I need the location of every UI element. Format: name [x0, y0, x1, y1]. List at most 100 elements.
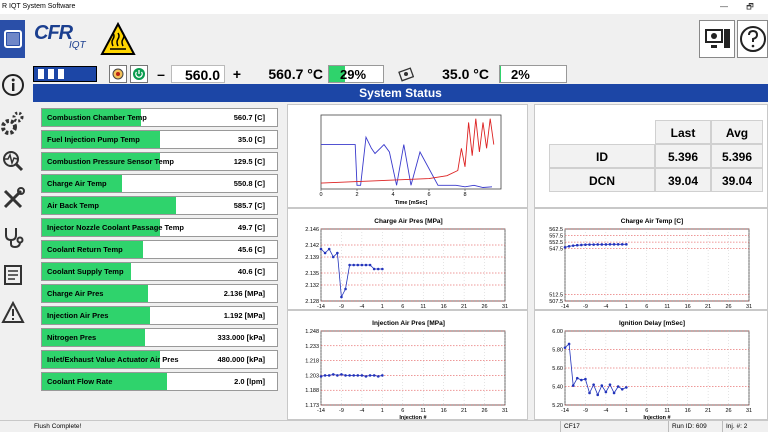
x-tick-label: 11	[420, 408, 426, 414]
x-tick-label: 8	[463, 192, 466, 198]
data-point	[567, 244, 571, 248]
data-point	[571, 384, 575, 387]
y-tick-label: 1.218	[305, 359, 319, 365]
status-fuel: CF17	[564, 423, 580, 430]
data-point	[616, 243, 620, 246]
data-point	[616, 385, 620, 388]
reading-value: 45.6 [C]	[237, 245, 265, 254]
x-tick-label: -9	[583, 304, 588, 310]
sequence-progress	[33, 66, 97, 82]
x-tick-label: 6	[401, 304, 404, 310]
reading-value: 40.6 [C]	[237, 267, 265, 276]
y-tick-label: 2.146	[305, 227, 319, 233]
y-tick-label: 547.5	[549, 247, 563, 253]
x-tick-label: 21	[705, 304, 711, 310]
id-last-value: 5.396	[655, 144, 711, 168]
data-point	[327, 247, 331, 251]
sidebar-item-tools[interactable]	[0, 180, 25, 218]
reading-row: Coolant Supply Temp 40.6 [C]	[41, 262, 278, 281]
minimize-button[interactable]: —	[720, 2, 728, 11]
y-tick-label: 2.135	[305, 271, 319, 277]
setpoint-increase-button[interactable]: +	[232, 66, 242, 82]
data-point	[625, 386, 628, 389]
reading-label: Nitrogen Pres	[47, 333, 97, 342]
sidebar-item-diagnostics[interactable]	[0, 142, 25, 180]
x-tick-label: 1	[625, 304, 628, 310]
data-point	[376, 375, 380, 378]
reading-level-bar	[42, 307, 151, 324]
data-point	[360, 374, 364, 377]
reading-row: Air Back Temp 585.7 [C]	[41, 196, 278, 215]
y-tick-label: 2.142	[305, 243, 319, 249]
status-injection: Inj. #: 2	[726, 423, 748, 430]
pressure-trace-panel: 0 2 4 6 8 Time [mSec]	[287, 104, 528, 208]
wrench-screwdriver-icon	[3, 187, 25, 209]
y-tick-label: 512.5	[549, 292, 563, 298]
sidebar-item-settings[interactable]	[0, 104, 25, 142]
y-tick-label: 2.139	[305, 255, 319, 261]
reading-label: Coolant Supply Temp	[47, 267, 124, 276]
injection-air-pres-panel: Injection Air Pres [MPa] 1.248 1.233 1.218 1…	[287, 310, 528, 421]
hot-surface-warning-icon	[100, 21, 136, 56]
x-tick-label: -4	[359, 304, 364, 310]
cfr-iqt-logo: CFR IQT	[34, 22, 94, 56]
sidebar-item-reports[interactable]	[0, 256, 25, 294]
id-avg-value: 5.396	[711, 144, 763, 168]
data-point	[620, 387, 624, 391]
setpoint-input[interactable]: 560.0	[171, 65, 225, 83]
sidebar-item-info[interactable]	[0, 66, 25, 104]
data-point	[571, 244, 575, 247]
data-point	[323, 251, 327, 255]
series-line	[564, 343, 627, 396]
sidebar-item-home[interactable]	[0, 20, 25, 58]
x-axis-label: Injection #	[399, 415, 426, 421]
x-tick-label: -14	[561, 408, 569, 414]
y-tick-label: 1.203	[305, 373, 319, 379]
reading-level-bar	[42, 263, 132, 280]
ignition-delay-panel: Ignition Delay [mSec] 6.00 5.80 5.60 5.40 5.2…	[534, 310, 768, 421]
heater-power-button[interactable]	[130, 65, 148, 83]
x-tick-label: 4	[391, 192, 394, 198]
data-point	[364, 375, 368, 378]
x-tick-label: 6	[427, 192, 430, 198]
data-point	[567, 342, 571, 346]
dcn-avg-value: 39.04	[711, 168, 763, 192]
data-point	[575, 243, 579, 247]
reading-row: Injector Nozzle Coolant Passage Temp 49.7…	[41, 218, 278, 237]
reading-label: Air Back Temp	[47, 201, 99, 210]
y-tick-label: 5.80	[552, 348, 563, 354]
x-tick-label: 26	[481, 304, 487, 310]
reading-level-bar	[42, 175, 122, 192]
sidebar-item-alarms[interactable]	[0, 294, 25, 332]
x-tick-label: 31	[502, 304, 508, 310]
x-tick-label: 1	[625, 408, 628, 414]
sidebar	[0, 14, 26, 420]
reading-row: Charge Air Temp 550.8 [C]	[41, 174, 278, 193]
y-tick-label: 5.40	[552, 385, 563, 391]
reading-value: 560.7 [C]	[233, 113, 265, 122]
injection-air-pres-chart: Injection Air Pres [MPa] 1.248 1.233 1.218 1…	[305, 320, 508, 421]
x-tick-label: -14	[317, 304, 325, 310]
reading-value: 480.000 [kPa]	[217, 355, 265, 364]
x-tick-label: 31	[746, 304, 752, 310]
reading-row: Inlet/Exhaust Value Actuator Air Pres 480…	[41, 350, 278, 369]
chart-title: Ignition Delay [mSec]	[619, 320, 685, 327]
x-axis-label: Injection #	[643, 415, 670, 421]
data-point	[604, 390, 608, 394]
sidebar-item-health[interactable]	[0, 218, 25, 256]
computer-settings-button[interactable]	[699, 20, 735, 58]
data-point	[612, 243, 616, 246]
restore-button[interactable]: 🗗	[746, 2, 754, 11]
x-tick-label: 2	[355, 192, 358, 198]
data-point	[376, 267, 380, 271]
setpoint-decrease-button[interactable]: –	[157, 66, 165, 82]
y-tick-label: 557.5	[549, 234, 563, 240]
window-icon	[3, 30, 22, 48]
series-line	[320, 248, 383, 299]
row-label-dcn: DCN	[549, 168, 655, 192]
x-tick-label: -9	[339, 304, 344, 310]
data-point	[372, 374, 376, 377]
help-button[interactable]	[737, 20, 768, 58]
x-tick-label: 21	[461, 408, 467, 414]
y-tick-label: 5.60	[552, 366, 563, 372]
